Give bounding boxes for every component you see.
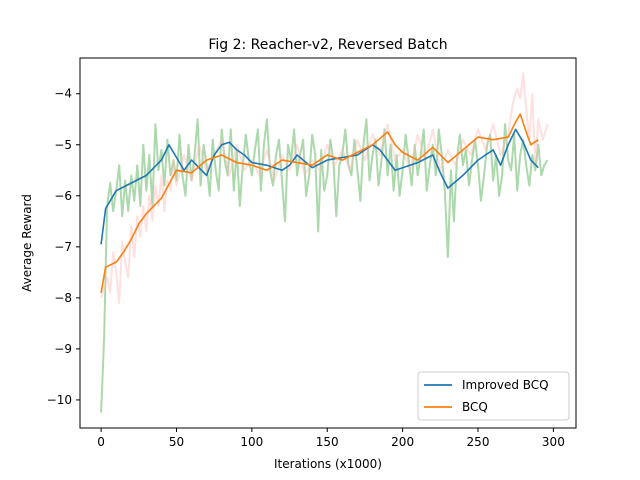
chart-title: Fig 2: Reacher-v2, Reversed Batch: [208, 37, 447, 53]
series-line-bcq: [100, 113, 539, 293]
y-tick-label: −10: [47, 393, 72, 407]
x-tick-label: 300: [542, 435, 565, 449]
raw-series-line-3: [100, 72, 549, 304]
x-tick-label: 150: [316, 435, 339, 449]
plot-frame: [79, 57, 577, 429]
x-tick-label: 200: [391, 435, 414, 449]
legend-label: Improved BCQ: [462, 378, 549, 392]
y-tick-label: −5: [54, 138, 72, 152]
x-tick-label: 100: [240, 435, 263, 449]
x-axis: 0 50 100 150 200 250 300: [97, 428, 565, 449]
x-tick-label: 50: [169, 435, 184, 449]
x-tick-label: 250: [467, 435, 490, 449]
y-axis-title: Average Reward: [20, 194, 34, 292]
y-tick-label: −4: [54, 87, 72, 101]
x-tick-label: 0: [97, 435, 105, 449]
legend: Improved BCQ BCQ: [417, 371, 570, 421]
y-tick-label: −8: [54, 291, 72, 305]
legend-box: [417, 371, 570, 421]
y-tick-label: −7: [54, 240, 72, 254]
y-tick-label: −9: [54, 342, 72, 356]
y-axis: −10 −9 −8 −7 −6 −5 −4: [47, 87, 80, 407]
plot-lines: [100, 72, 549, 413]
y-tick-label: −6: [54, 189, 72, 203]
series-line-improved-bcq: [100, 128, 539, 245]
x-axis-title: Iterations (x1000): [274, 457, 382, 471]
legend-label: BCQ: [462, 400, 488, 414]
